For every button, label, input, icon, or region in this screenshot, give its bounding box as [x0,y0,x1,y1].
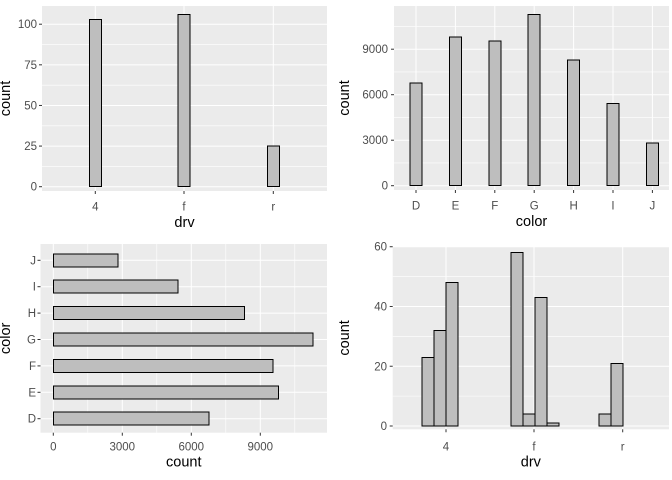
bar [546,422,560,427]
chart-top-right-color-bar: D E F G H I J 0 3000 6000 9000 color count [337,6,669,230]
y-tick-label: E [28,387,36,399]
bar [52,253,119,268]
y-tick-label: 60 [374,242,387,254]
y-axis-title: count [337,80,353,115]
y-tick-label: 0 [381,421,387,433]
bar [598,413,612,427]
y-tick-label: 75 [24,60,37,72]
x-tick-label: 3000 [110,442,136,454]
y-tick-label: 50 [24,100,37,112]
x-tick-label: H [569,201,577,213]
x-tick-label: 9000 [248,442,274,454]
x-tick-label: r [621,442,625,454]
x-axis-title: count [166,455,201,471]
bar [177,13,191,188]
y-tick-label: I [33,282,36,294]
bar [409,82,423,187]
x-tick-label: 6000 [179,442,205,454]
bar [52,385,280,400]
bar [522,413,536,427]
x-tick-label: I [611,201,614,213]
x-tick-label: J [650,201,656,213]
bar [52,332,314,347]
x-tick-label: G [530,201,539,213]
y-tick-label: 20 [374,361,387,373]
bar [510,252,524,427]
y-tick-label: 25 [24,141,37,153]
chart-bottom-right-drv-dodged-bar: 4 f r 0 20 40 60 drv count [337,242,669,471]
bar [433,329,447,427]
x-tick-label: E [452,201,460,213]
bar [645,142,659,187]
bar [52,358,274,373]
bar [448,36,462,187]
y-tick-label: 40 [374,302,387,314]
bar [488,40,502,187]
y-axis-title: count [337,320,353,355]
y-tick-label: 0 [382,181,388,193]
bar [266,145,280,188]
bar [534,297,548,427]
x-axis-title: drv [521,455,542,471]
y-axis-title: count [0,81,14,116]
chart-top-left-drv-bar: 4 f r 0 25 50 75 100 drv count [0,6,327,231]
bar [52,411,210,426]
bar [606,102,620,187]
y-tick-label: 6000 [362,90,388,102]
bar [52,279,179,294]
x-axis-title: drv [174,215,195,231]
y-tick-label: G [27,335,36,347]
y-tick-label: H [28,308,36,320]
x-tick-label: f [182,202,186,214]
y-tick-label: D [28,414,36,426]
x-tick-label: F [491,201,498,213]
bar [527,13,541,187]
bar [610,362,624,427]
y-tick-label: 0 [31,182,37,194]
y-tick-label: J [30,255,36,267]
bar [567,59,581,187]
y-tick-label: 3000 [362,135,388,147]
x-tick-label: 4 [92,202,99,214]
x-tick-label: D [412,201,420,213]
y-tick-label: 100 [18,19,37,31]
x-tick-label: 4 [443,442,450,454]
x-tick-label: f [532,442,536,454]
y-tick-label: F [29,361,36,373]
bar [52,306,245,321]
x-tick-label: 0 [50,442,56,454]
bar [445,282,459,427]
bar [421,356,435,427]
y-axis-title: color [0,322,14,354]
bar [88,18,102,188]
x-axis-title: color [516,214,548,230]
x-tick-label: r [271,202,275,214]
y-tick-label: 9000 [362,44,388,56]
